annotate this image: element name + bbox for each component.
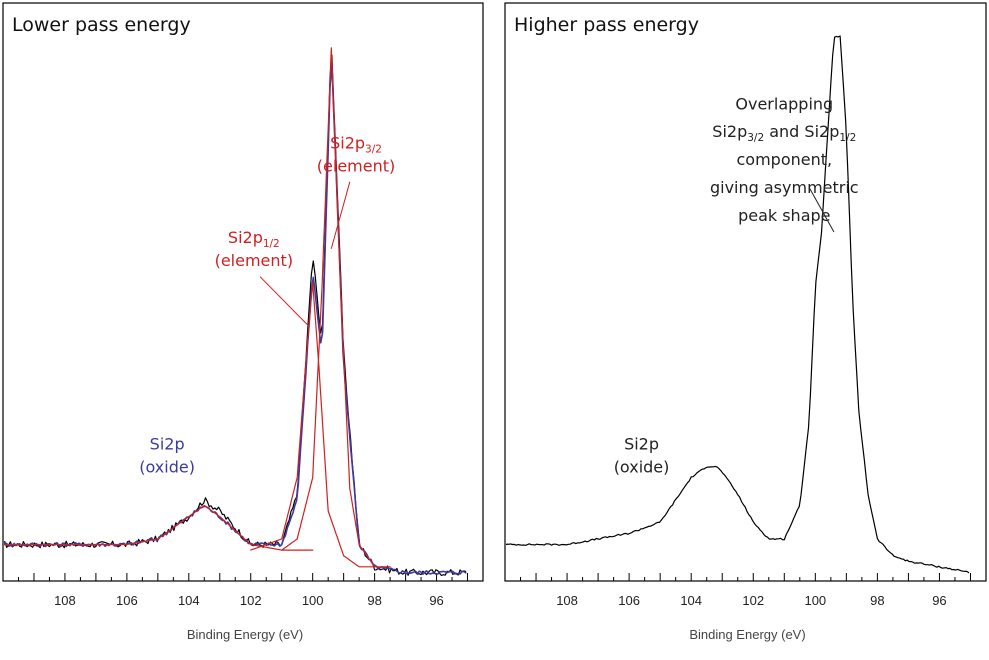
- panel-lower-pass-energy: Lower pass energy 108 106 104 102 100 98 96 Bind…: [2, 2, 484, 642]
- x-tick-label: 104: [680, 593, 702, 608]
- x-tick-label: 96: [932, 593, 946, 608]
- annotation-leader: [259, 276, 310, 328]
- panel-higher-pass-energy: Higher pass energy 108 106 104 102 100 98 96 Bin…: [504, 2, 987, 642]
- x-tick-label: 100: [804, 593, 826, 608]
- series-line-component: [281, 47, 391, 568]
- x-tick-label: 96: [429, 593, 443, 608]
- annotation-label: Overlapping: [735, 94, 833, 113]
- annotation-label: Si2p: [150, 435, 185, 454]
- x-tick-label: 98: [367, 593, 381, 608]
- annotation-label-line2: (element): [215, 251, 293, 270]
- chart-title: Lower pass energy: [12, 14, 191, 36]
- x-tick-label: 100: [302, 593, 324, 608]
- x-axis-title: Binding Energy (eV): [187, 627, 303, 642]
- x-axis-title: Binding Energy (eV): [689, 627, 805, 642]
- annotation-label: peak shape: [738, 206, 830, 225]
- x-tick-label: 102: [742, 593, 764, 608]
- x-tick-label: 104: [178, 593, 200, 608]
- series-line-spectrum: [506, 35, 970, 574]
- annotation-label: component,: [736, 150, 832, 169]
- annotation-label: Si2p1/2: [228, 228, 280, 250]
- x-tick-label: 106: [618, 593, 640, 608]
- plot-frame: [2, 2, 484, 582]
- annotation-label-line2: (element): [317, 156, 395, 175]
- annotation-leader: [330, 181, 351, 249]
- annotation-label-line2: (oxide): [139, 458, 195, 477]
- annotation-label: Si2p3/2: [330, 133, 382, 155]
- series-line-noisy-envelope: [4, 54, 467, 577]
- annotation-label: Si2p3/2 and Si2p1/2: [712, 122, 856, 144]
- annotation-label: giving asymmetric: [710, 178, 859, 197]
- plot-frame: [504, 2, 987, 582]
- x-tick-label: 108: [556, 593, 578, 608]
- series-line-envelope-fit: [4, 62, 467, 575]
- annotation-label: Si2p: [624, 435, 659, 454]
- annotation-leader: [808, 187, 835, 233]
- x-tick-label: 102: [240, 593, 262, 608]
- x-tick-label: 108: [54, 593, 76, 608]
- annotation-label-line2: (oxide): [614, 458, 670, 477]
- series-line-component: [250, 281, 376, 568]
- x-tick-label: 98: [870, 593, 884, 608]
- chart-title: Higher pass energy: [514, 14, 699, 36]
- x-tick-label: 106: [116, 593, 138, 608]
